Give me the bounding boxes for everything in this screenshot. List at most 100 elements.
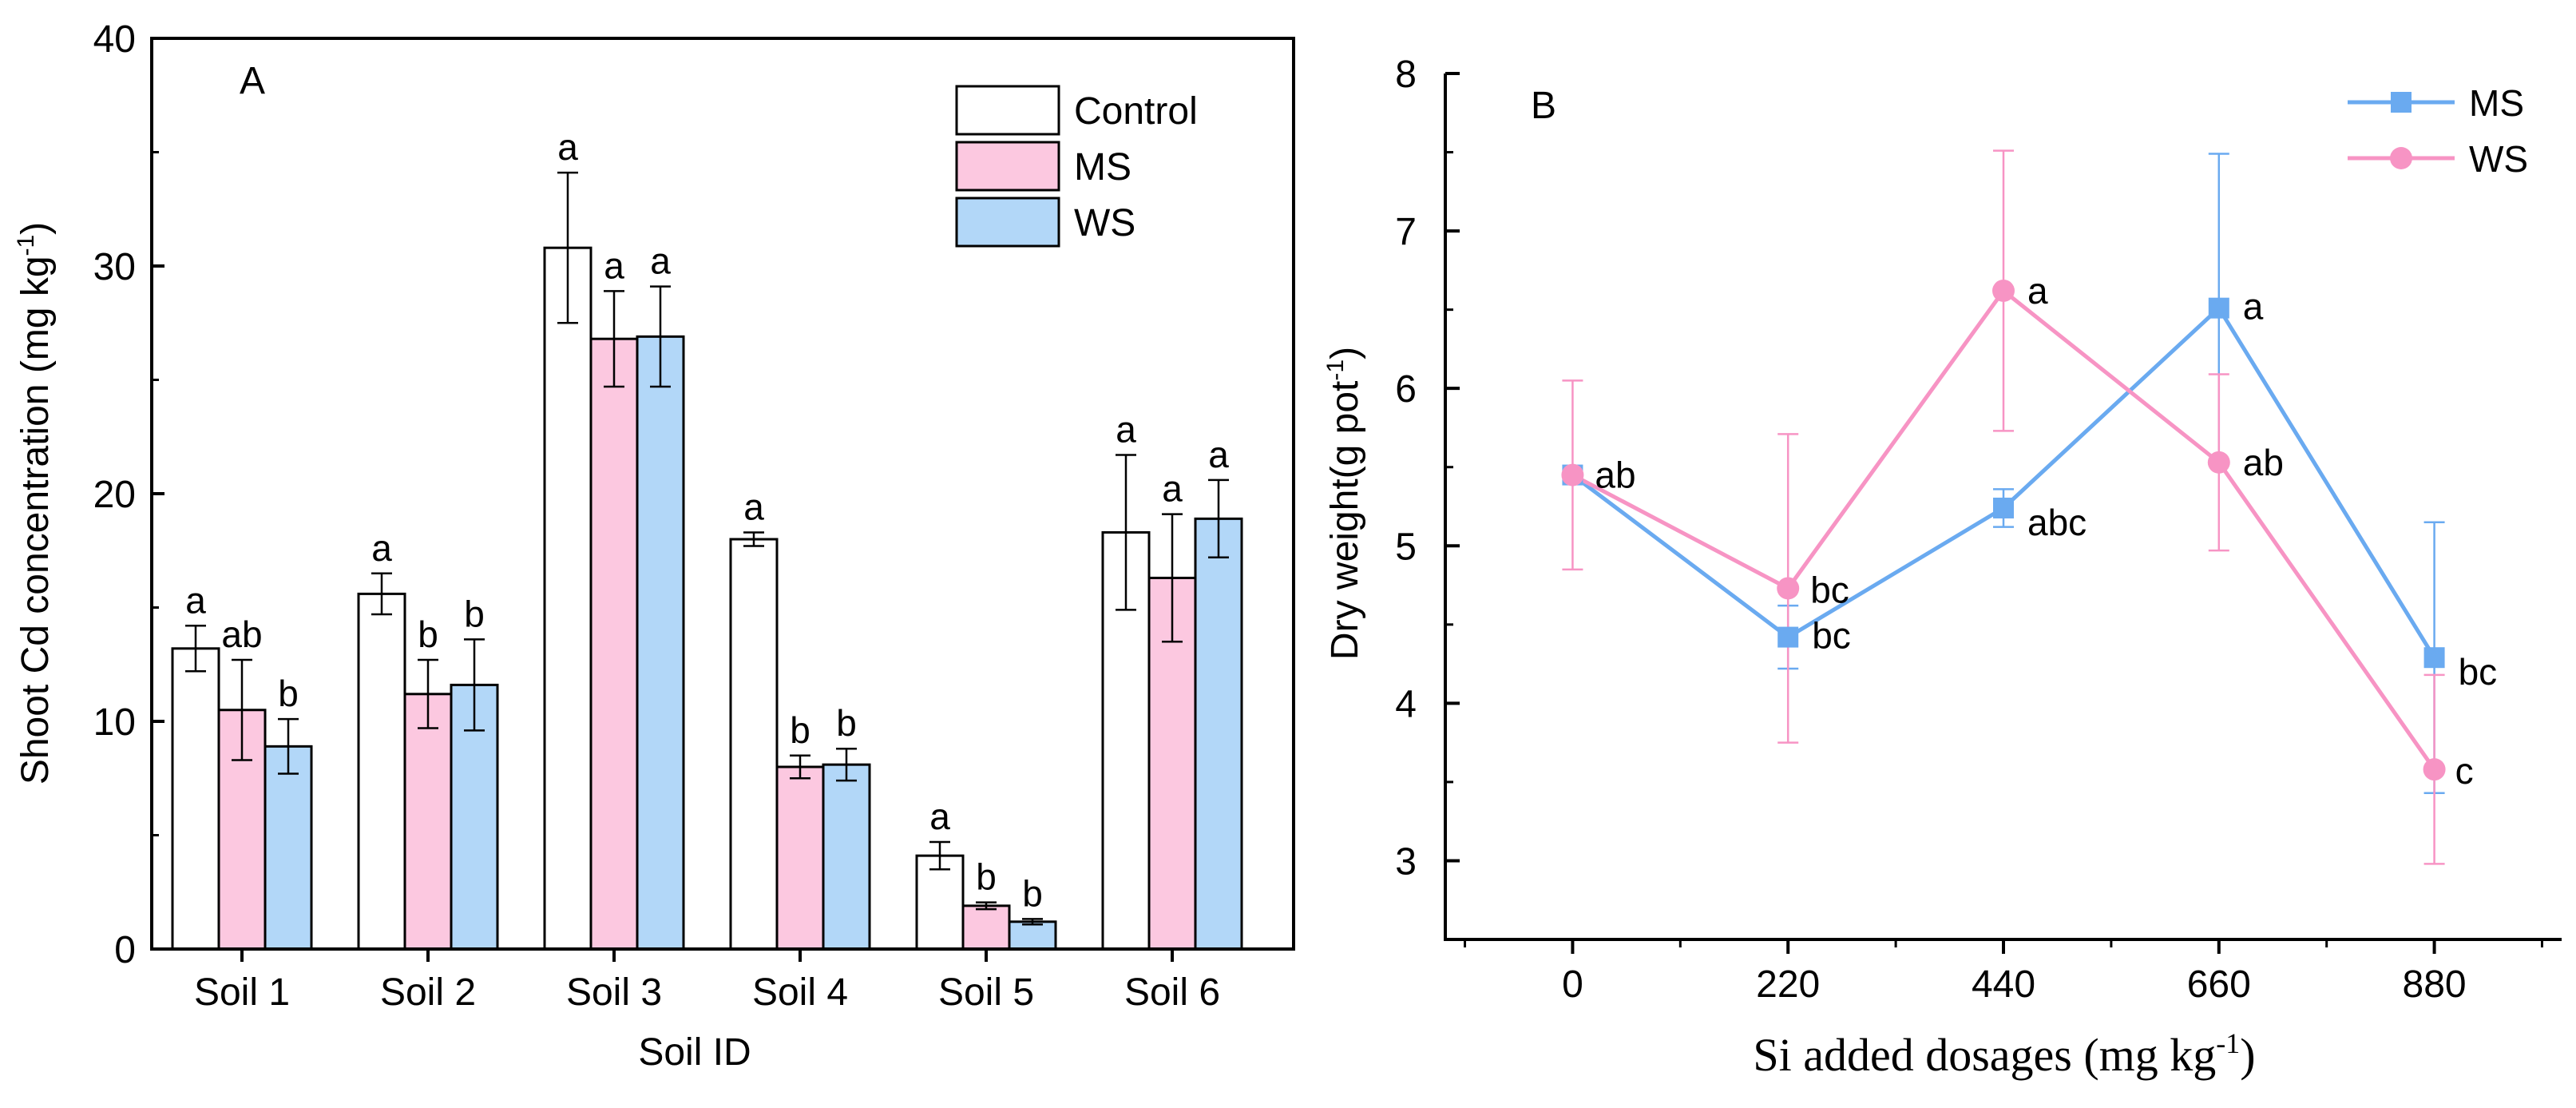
x-tick-label: Soil 1 xyxy=(194,971,290,1014)
panel-a-y-axis-label: Shoot Cd concentration (mg kg-1) xyxy=(13,222,57,784)
bar-ws-4 xyxy=(822,763,871,951)
panel-b-y-axis-label-close: ) xyxy=(1324,347,1366,359)
marker-ms xyxy=(1993,497,2014,518)
significance-letter: b xyxy=(790,709,810,751)
panel-b-y-axis-label-text: Dry weight(g pot xyxy=(1324,381,1366,660)
legend-swatch-ms xyxy=(955,141,1060,192)
x-tick-label: 220 xyxy=(1756,963,1820,1006)
significance-letter: abc xyxy=(2027,502,2087,543)
legend-marker-ws xyxy=(2390,147,2412,169)
significance-letter: ab xyxy=(221,614,262,655)
legend-label: Control xyxy=(1074,90,1198,133)
significance-letter: bc xyxy=(2459,651,2498,693)
significance-letter: c xyxy=(2455,750,2474,792)
x-tick-label: 880 xyxy=(2403,963,2467,1006)
panel-b-x-axis-label-sup: -1 xyxy=(2216,1027,2240,1059)
significance-letter: ab xyxy=(2243,442,2284,483)
y-tick-label: 30 xyxy=(93,246,136,288)
significance-letter: a xyxy=(2027,270,2048,312)
significance-letter: b xyxy=(464,593,485,634)
y-tick-label: 3 xyxy=(1395,840,1417,883)
marker-ms xyxy=(2423,647,2445,669)
y-tick-label: 10 xyxy=(93,701,136,744)
panel-b-axis-ticks: 3 4 5 6 7 8 0 220 440 660 880 xyxy=(1395,54,2543,1006)
significance-letter: a xyxy=(2243,286,2264,328)
y-tick-label: 7 xyxy=(1395,211,1417,253)
marker-ws xyxy=(2423,758,2446,781)
y-tick-label: 8 xyxy=(1395,54,1417,96)
marker-ws xyxy=(1992,279,2015,302)
panel-a-y-axis-label-sup: -1 xyxy=(13,235,39,256)
significance-letter: ab xyxy=(1595,455,1635,496)
panel-a-x-axis-label: Soil ID xyxy=(638,1031,751,1074)
panel-a-y-axis-label-text: Shoot Cd concentration (mg kg xyxy=(14,256,57,784)
x-tick-label: Soil 2 xyxy=(380,971,476,1014)
y-tick-label: 0 xyxy=(114,929,136,971)
bar-control-3 xyxy=(543,246,592,951)
significance-letter: a xyxy=(557,126,578,168)
panel-b-x-axis-label-close: ) xyxy=(2240,1029,2255,1081)
x-tick-label: Soil 4 xyxy=(752,971,848,1014)
significance-letter: a xyxy=(1116,409,1136,451)
y-tick-label: 5 xyxy=(1395,526,1417,568)
significance-letter: b xyxy=(278,673,299,714)
significance-letter: a xyxy=(371,527,392,569)
bar-ms-5 xyxy=(961,904,1011,951)
y-tick-label: 4 xyxy=(1395,683,1417,725)
panel-b-x-axis-label: Si added dosages (mg kg-1) xyxy=(1753,1027,2255,1081)
significance-letter: b xyxy=(1022,872,1043,914)
legend-marker-ms xyxy=(2391,92,2412,113)
marker-ws xyxy=(1777,577,1800,600)
panel-a-legend: Control MS WS xyxy=(955,85,1198,248)
significance-letter: a xyxy=(185,579,206,621)
bar-ws-5 xyxy=(1008,920,1057,951)
significance-letter: b xyxy=(418,614,438,655)
x-tick-label: 660 xyxy=(2187,963,2251,1006)
x-tick-label: 440 xyxy=(1972,963,2035,1006)
bar-control-1 xyxy=(171,647,220,951)
bar-ms-2 xyxy=(403,693,453,951)
panel-a-y-axis-label-close: ) xyxy=(14,222,57,235)
bar-ms-4 xyxy=(775,765,825,951)
x-tick-label: Soil 3 xyxy=(566,971,662,1014)
significance-letter: a xyxy=(743,486,764,527)
significance-letter: b xyxy=(836,702,857,744)
panel-a-axis-ticks: 0 10 20 30 40 Soil 1 Soil 2 Soil 3 Soil 4 Soil 5 S… xyxy=(93,18,1220,1014)
marker-ms xyxy=(1777,626,1799,648)
panel-b-y-axis-label: Dry weight(g pot-1) xyxy=(1322,347,1366,660)
bar-ws-6 xyxy=(1194,517,1243,951)
x-tick-label: 0 xyxy=(1562,963,1583,1006)
significance-letter: a xyxy=(1162,468,1183,510)
bar-control-2 xyxy=(357,592,406,951)
panel-b-x-axis-label-text: Si added dosages (mg kg xyxy=(1753,1029,2216,1081)
significance-letter: a xyxy=(1208,434,1229,475)
panel-b-legend: MS WS xyxy=(2348,82,2528,180)
legend-label: WS xyxy=(2469,138,2528,180)
bar-control-4 xyxy=(729,538,779,951)
significance-letter: a xyxy=(650,240,671,282)
bar-control-5 xyxy=(915,854,965,951)
significance-letter: b xyxy=(976,856,997,898)
significance-letter: a xyxy=(929,796,950,837)
y-tick-label: 20 xyxy=(93,474,136,516)
significance-letter: bc xyxy=(1812,615,1851,657)
x-tick-label: Soil 5 xyxy=(938,971,1034,1014)
legend-label: MS xyxy=(1074,146,1131,189)
bar-ws-1 xyxy=(264,745,313,951)
panel-a-label: A xyxy=(240,60,265,102)
y-tick-label: 6 xyxy=(1395,368,1417,411)
significance-letter: bc xyxy=(1810,569,1849,610)
legend-swatch-control xyxy=(955,85,1060,136)
panel-b-y-axis-label-sup: -1 xyxy=(1322,359,1349,381)
legend-label: WS xyxy=(1074,202,1135,244)
bar-ws-3 xyxy=(636,335,685,951)
legend-swatch-ws xyxy=(955,197,1060,248)
x-tick-label: Soil 6 xyxy=(1124,971,1220,1014)
marker-ws xyxy=(1561,463,1584,486)
bar-ms-3 xyxy=(589,337,639,951)
significance-letter: a xyxy=(604,244,624,286)
